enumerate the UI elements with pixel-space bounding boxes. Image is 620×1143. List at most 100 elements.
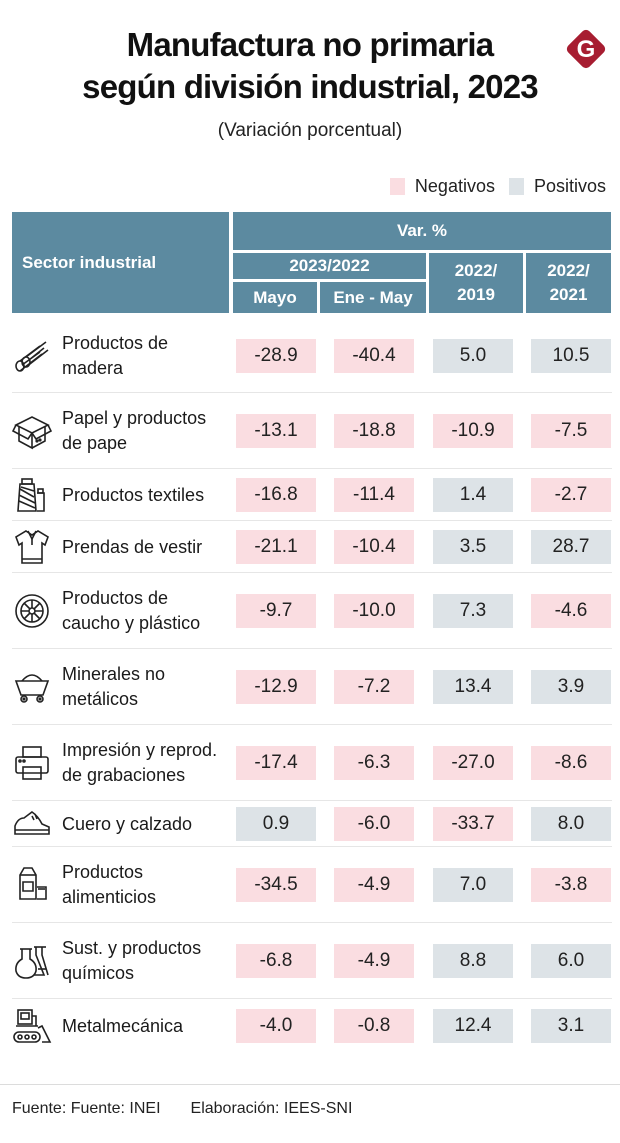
sector-label: Prendas de vestir	[62, 535, 202, 560]
flask-icon	[12, 941, 52, 981]
value-cell-2022-2021: 10.5	[531, 339, 611, 373]
value-cell-mayo: -4.0	[236, 1009, 316, 1043]
table-row: Sust. y productos químicos -6.8 -4.9 8.8 6.0	[12, 923, 612, 999]
value-cell-2022-2019: 1.4	[433, 478, 513, 512]
value-cell-ene-may: -6.0	[334, 807, 414, 841]
table-row: Prendas de vestir -21.1 -10.4 3.5 28.7	[12, 521, 612, 573]
sector-label-line-1: Metalmecánica	[62, 1015, 184, 1036]
header-2022-2021-line2: 2021	[549, 285, 588, 304]
logs-icon	[12, 336, 52, 376]
thread-spool-icon	[12, 475, 52, 515]
header-2022-2019-line1: 2022/	[454, 261, 498, 280]
sector-label: Productos de caucho y plástico	[62, 586, 200, 636]
table-row: Productos textiles -16.8 -11.4 1.4 -2.7	[12, 469, 612, 521]
value-cell-ene-may: -18.8	[334, 414, 414, 448]
sector-label-line-2: metálicos	[62, 689, 139, 709]
sector-label-line-1: Prendas de vestir	[62, 536, 203, 557]
header-ene-may-label: Ene - May	[333, 287, 413, 307]
chart-title: Manufactura no primaria según división i…	[0, 24, 620, 108]
value-cell-2022-2021: 28.7	[531, 530, 611, 564]
sector-label-line-1: Impresión y reprod.	[62, 740, 218, 760]
sector-label-line-2: alimenticios	[62, 887, 157, 907]
header-2023-2022-label: 2023/2022	[289, 256, 370, 275]
legend-positive-label: Positivos	[533, 176, 606, 196]
title-line-1: Manufactura no primaria	[126, 26, 494, 63]
sector-label: Productos textiles	[62, 483, 204, 508]
value-cell-2022-2019: 7.0	[433, 868, 513, 902]
value-cell-2022-2019: 3.5	[433, 530, 513, 564]
value-cell-2022-2021: 6.0	[531, 944, 611, 978]
value-cell-2022-2021: -2.7	[531, 478, 611, 512]
sector-label: Minerales no metálicos	[62, 662, 165, 712]
value-cell-2022-2019: 13.4	[433, 670, 513, 704]
sector-label: Metalmecánica	[62, 1014, 183, 1039]
header-sector: Sector industrial	[12, 212, 229, 313]
source-text: Fuente: Fuente: INEI	[12, 1100, 161, 1117]
value-cell-2022-2021: 3.1	[531, 1009, 611, 1043]
header-sector-label: Sector industrial	[22, 252, 157, 272]
box-icon	[11, 411, 53, 451]
sector-label: Cuero y calzado	[62, 812, 192, 837]
value-cell-ene-may: -10.4	[334, 530, 414, 564]
value-cell-mayo: -9.7	[236, 594, 316, 628]
value-cell-2022-2019: -33.7	[433, 807, 513, 841]
value-cell-ene-may: -10.0	[334, 594, 414, 628]
value-cell-2022-2021: -3.8	[531, 868, 611, 902]
sector-label-line-2: químicos	[62, 963, 135, 983]
value-cell-2022-2021: -7.5	[531, 414, 611, 448]
header-mayo-label: Mayo	[253, 287, 297, 307]
value-cell-2022-2019: -27.0	[433, 746, 513, 780]
sector-label: Productos de madera	[62, 331, 168, 381]
value-cell-mayo: -34.5	[236, 868, 316, 902]
legend-negative: Negativos	[389, 176, 495, 197]
value-cell-mayo: -6.8	[236, 944, 316, 978]
header-2022-2019-line2: 2019	[457, 285, 495, 304]
sector-label-line-1: Papel y productos	[62, 408, 207, 428]
table-row: Papel y productos de pape -13.1 -18.8 -10.9-…	[11, 393, 612, 469]
value-cell-2022-2021: 8.0	[531, 807, 611, 841]
value-cell-ene-may: -6.3	[334, 746, 414, 780]
value-cell-2022-2019: 5.0	[433, 339, 513, 373]
sector-label: Sust. y productos químicos	[62, 936, 201, 986]
value-cell-2022-2019: -10.9	[433, 414, 513, 448]
bulldozer-icon	[12, 1006, 52, 1046]
tire-icon	[12, 591, 52, 631]
sector-label-line-2: madera	[62, 358, 124, 378]
value-cell-2022-2019: 8.8	[433, 944, 513, 978]
value-cell-ene-may: -4.9	[334, 868, 414, 902]
footer-divider	[0, 1084, 620, 1085]
value-cell-ene-may: -7.2	[334, 670, 414, 704]
sector-label-line-1: Sust. y productos	[62, 938, 202, 958]
sector-label: Productos alimenticios	[62, 860, 156, 910]
header-ene-may: Ene - May	[320, 282, 426, 313]
value-cell-2022-2021: -8.6	[531, 746, 611, 780]
value-cell-ene-may: -40.4	[334, 339, 414, 373]
value-cell-ene-may: -11.4	[334, 478, 414, 512]
value-cell-mayo: 0.9	[236, 807, 316, 841]
credit-text: Elaboración: IEES-SNI	[190, 1100, 353, 1117]
sector-label-line-1: Productos textiles	[62, 484, 205, 505]
title-line-2: según división industrial, 2023	[82, 68, 538, 105]
value-cell-mayo: -28.9	[236, 339, 316, 373]
legend-positive-swatch	[508, 178, 524, 195]
gestion-logo-icon: G	[563, 26, 609, 72]
sector-label-line-1: Productos	[62, 862, 144, 882]
printer-icon	[12, 743, 52, 783]
shoe-icon	[12, 804, 52, 844]
table-row: Cuero y calzado 0.9 -6.0 -33.7 8.0	[12, 801, 612, 847]
legend-positive: Positivos	[508, 176, 606, 197]
header-var: Var. %	[233, 212, 611, 250]
value-cell-mayo: -16.8	[236, 478, 316, 512]
sector-label-line-2: de pape	[62, 433, 128, 453]
table-row: Minerales no metálicos -12.9 -7.2 13.4 3.9	[12, 649, 612, 725]
sector-label-line-1: Minerales no	[62, 664, 166, 684]
shirt-icon	[12, 527, 52, 567]
footer: Fuente: Fuente: INEI Elaboración: IEES-S…	[12, 1100, 352, 1118]
header-var-label: Var. %	[396, 221, 448, 240]
table-row: Metalmecánica -4.0 -0.8 12.4 3.1	[12, 999, 612, 1053]
sector-label-line-1: Productos de	[62, 333, 169, 353]
value-cell-2022-2019: 12.4	[433, 1009, 513, 1043]
sector-label-line-1: Productos de	[62, 588, 169, 608]
sector-label-line-2: de grabaciones	[62, 765, 186, 785]
value-cell-2022-2019: 7.3	[433, 594, 513, 628]
